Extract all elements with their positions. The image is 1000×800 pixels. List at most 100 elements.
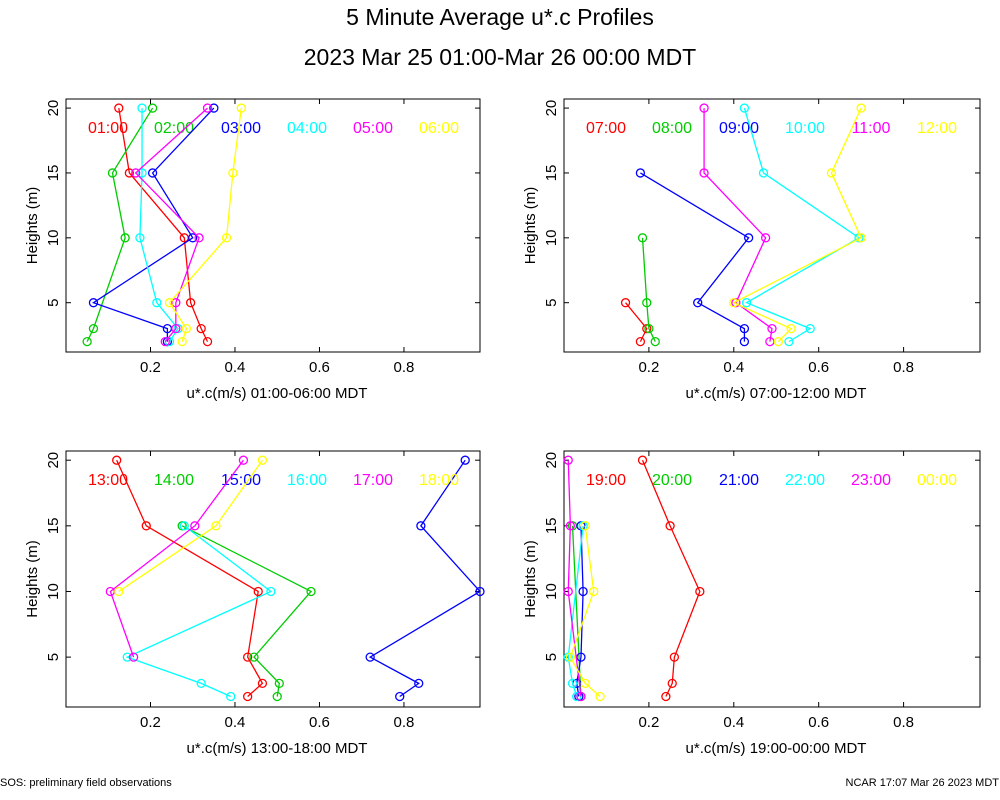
panel-1-series-0500-point (194, 233, 204, 243)
panel-4-series-0000-point (595, 691, 605, 702)
footer-timestamp: NCAR 17:07 Mar 26 2023 MDT (845, 777, 999, 789)
panel-2-xtick-label: 0.2 (638, 359, 659, 376)
panel-3-ytick-label: 10 (45, 583, 62, 600)
panel-2-series-0900-legend-label: 09:00 (719, 120, 759, 137)
panel-2-series-0800-line (641, 237, 656, 342)
panel-1-series-0500-point (171, 298, 181, 308)
panel-3-ytick-label: 15 (45, 517, 62, 534)
panel-3-series-1700-point (238, 455, 249, 465)
panel-1-series-0500-line (134, 107, 208, 343)
panel-2-series-0900-point (739, 336, 750, 347)
panel-3-series-1300-point (243, 691, 253, 702)
panel-4-xtick-label: 0.2 (638, 714, 659, 731)
panel-2-series-0900-point (739, 323, 750, 334)
panel-2-series-1000-point (784, 336, 794, 347)
panel-1-series-0500-point (171, 323, 181, 334)
panel-3-series-1300-legend-label: 13:00 (88, 472, 128, 489)
panel-3-series-1700-point (190, 521, 200, 531)
panel-1-series-0600-point (221, 233, 232, 243)
panel-4-series-1900-point (695, 586, 705, 597)
panel-1-series-0300-point (209, 103, 219, 113)
panel-2-x-axis-label: u*.c(m/s) 07:00-12:00 MDT (686, 385, 867, 402)
panel-4-series-2100-point (576, 652, 586, 662)
panel-3-series-1500-point (475, 586, 485, 597)
panel-2-ytick-label: 5 (543, 299, 560, 307)
panel-3-xtick-label: 0.4 (225, 714, 246, 731)
panel-1-ytick-label: 5 (45, 299, 62, 307)
panel-4-ytick-label: 10 (543, 583, 560, 600)
panel-3-series-1800-point (257, 455, 268, 465)
panel-1-xtick-label: 0.2 (140, 359, 161, 376)
panel-3-series-1500-point (414, 678, 424, 689)
panel-3-ytick-label: 20 (45, 452, 62, 469)
panel-1-series-0300-point (88, 298, 99, 308)
panel-1-series-0600-point (236, 103, 246, 113)
panel-1-series-0400-legend-label: 04:00 (287, 120, 327, 137)
panel-2-series-0800-point (650, 336, 660, 347)
chart-title: 5 Minute Average u*.c Profiles (346, 4, 654, 30)
panel-1-series-0600-legend-label: 06:00 (419, 120, 459, 137)
panel-1-ytick-label: 15 (45, 165, 62, 182)
panel-1-series-0400-point (137, 103, 147, 113)
panel-2-series-1100-point (699, 103, 709, 113)
panel-3-series-1600-point (226, 691, 236, 702)
panel-2-series-1200-point (856, 233, 866, 243)
panel-2-series-1200-point (729, 298, 739, 308)
panel-4-series-1900-point (665, 521, 675, 531)
panel-3-series-1400-line (181, 525, 313, 697)
panel-4-series-1900-line (641, 459, 701, 697)
panel-2-series-1100-line (703, 108, 773, 342)
panel-2-xtick-label: 0.8 (893, 359, 914, 376)
panel-2-series-1000-point (758, 168, 769, 178)
panel-3-series-1500-line (368, 459, 482, 698)
panel-1-series-0600-point (228, 168, 238, 178)
panel-4-xtick-label: 0.4 (723, 714, 744, 731)
panel-3-series-1600-point (196, 678, 206, 689)
panel-3-series-1600-point (266, 586, 276, 597)
panel-3-series-1700-line (109, 459, 244, 658)
panel-2-series-1200-point (773, 336, 784, 347)
panel-3-xtick-label: 0.2 (140, 714, 161, 731)
panel-2-series-0800-point (637, 233, 648, 243)
panel-4-ytick-label: 15 (543, 517, 560, 534)
panel-1-series-0100-point (202, 336, 213, 347)
panel-1-ytick-label: 20 (45, 100, 62, 117)
panel-1-series-0300-point (188, 233, 198, 243)
panel-2-xtick-label: 0.6 (808, 359, 829, 376)
panel-4-series-1900-point (661, 691, 671, 702)
panel-1-series-0500-point (202, 103, 213, 113)
panel-2-series-0900-point (693, 298, 703, 308)
panel-4-series-1900-legend-label: 19:00 (586, 472, 626, 489)
panel-3-series-1500-point (395, 691, 405, 702)
chart-subtitle: 2023 Mar 25 01:00-Mar 26 00:00 MDT (303, 44, 697, 70)
panel-3-series-1600-point (122, 652, 132, 662)
panel-1-series-0600-line (168, 107, 242, 342)
panel-3-series-1400-point (272, 691, 282, 702)
panel-4-y-axis-label: Heights (m) (522, 540, 539, 618)
panel-1-series-0500-legend-label: 05:00 (353, 120, 393, 137)
panel-4-series-0000-point (580, 678, 590, 689)
panel-2-series-0800-point (642, 298, 652, 308)
panel-1-series-0200-point (88, 323, 99, 334)
panel-1-series-0100-point (185, 298, 196, 308)
panel-4-series-2200-legend-label: 22:00 (785, 472, 825, 489)
panel-3-series-1700-legend-label: 17:00 (353, 472, 393, 489)
panel-2-ytick-label: 10 (543, 229, 560, 246)
panel-3-frame (65, 450, 481, 708)
panel-1-series-0300-line (92, 107, 215, 342)
panel-3-series-1400-point (306, 586, 316, 597)
panel-4-series-0000-point (580, 521, 590, 531)
panel-2-series-0900-point (635, 168, 646, 178)
panel-2-series-0900-point (744, 233, 754, 243)
panel-1-series-0200-line (86, 107, 154, 342)
panel-3-series-1500-point (416, 521, 426, 531)
panel-4-series-1900-point (667, 678, 677, 689)
panel-4-series-2300-point (576, 691, 586, 702)
panel-1-series-0200-point (147, 103, 158, 113)
panel-3-series-1800-point (211, 521, 221, 531)
panel-4-x-axis-label: u*.c(m/s) 19:00-00:00 MDT (686, 740, 867, 757)
panel-2-series-1200-point (786, 323, 796, 334)
panel-4-series-0000-point (565, 652, 576, 662)
panel-4-series-2100-point (578, 586, 588, 597)
panel-4-series-2300-point (565, 521, 576, 531)
